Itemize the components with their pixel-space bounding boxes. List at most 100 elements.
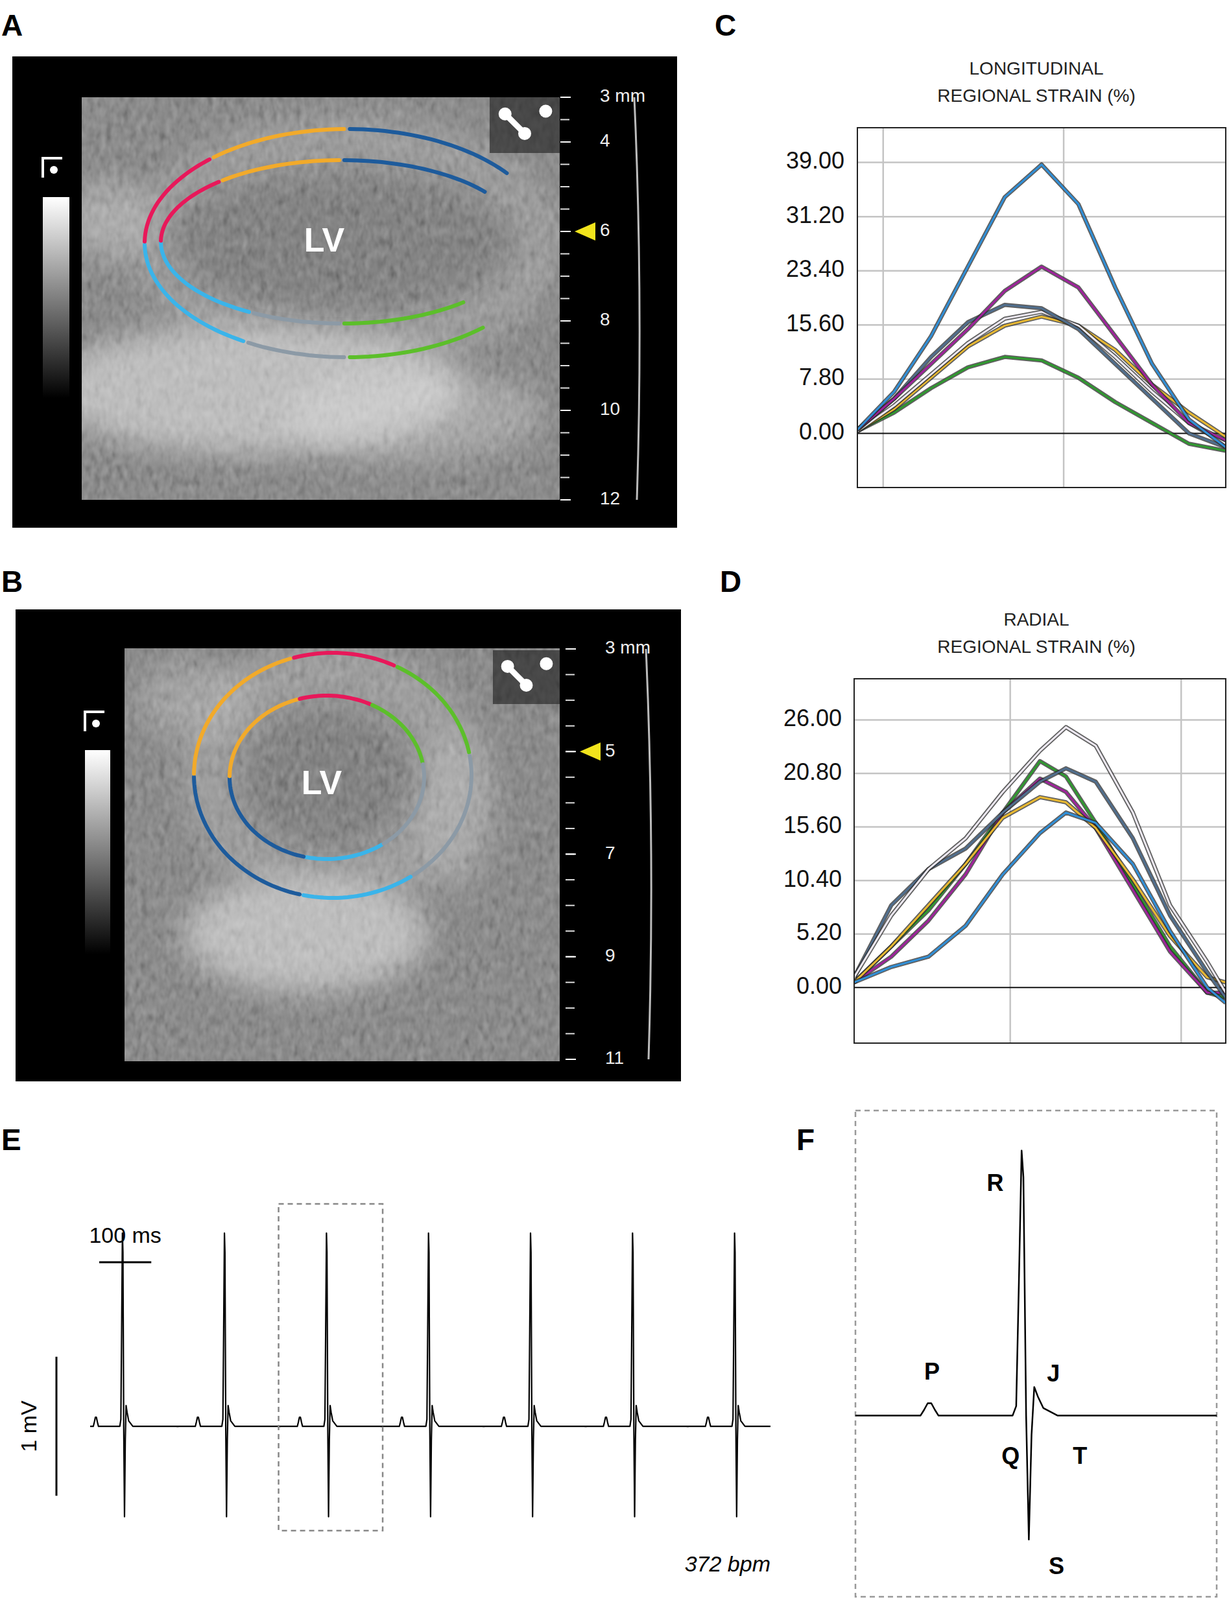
line-outline <box>857 304 1226 448</box>
depth-tick <box>565 905 575 907</box>
scale-bar <box>99 1262 152 1265</box>
probe-icon <box>498 107 512 121</box>
grid-line <box>1009 679 1012 1044</box>
zoom-box <box>278 1204 384 1532</box>
depth-tick <box>565 1033 575 1035</box>
depth-tick <box>565 828 575 830</box>
scale-label: 1 mV <box>16 1400 41 1453</box>
chart-title: REGIONAL STRAIN (%) <box>937 636 1135 657</box>
wall-segment <box>299 695 370 705</box>
ecg-beat <box>686 1233 771 1518</box>
depth-tick <box>565 802 575 804</box>
wall-segment <box>372 705 423 763</box>
probe-icon <box>520 679 534 693</box>
ecg-trace-panel: E 100 ms 1 mV 372 bpm <box>1 1123 791 1577</box>
grid-line <box>857 215 1226 218</box>
echo-background <box>124 648 560 1062</box>
depth-tick <box>560 320 571 322</box>
chamber-label: LV <box>301 763 343 802</box>
gray-scale-bar <box>42 197 70 399</box>
depth-label: 9 <box>605 945 616 966</box>
panel-letter: E <box>1 1123 22 1158</box>
gray-scale-icon <box>92 719 100 728</box>
tick-label: 23.40 <box>786 255 845 283</box>
grid-line <box>854 773 1226 776</box>
depth-tick <box>560 208 570 211</box>
tgc-curve <box>634 97 640 501</box>
echo-image <box>81 97 560 501</box>
depth-tick <box>560 499 571 501</box>
depth-tick <box>565 1059 576 1061</box>
depth-tick <box>565 879 575 881</box>
scale-label: 100 ms <box>88 1223 162 1248</box>
wave-label: S <box>1048 1553 1065 1580</box>
gray-scale-icon <box>42 158 63 178</box>
depth-tick <box>560 119 570 121</box>
depth-tick <box>565 981 575 984</box>
depth-tick <box>560 365 570 367</box>
gray-scale-bar <box>84 750 111 955</box>
depth-tick <box>560 253 570 255</box>
depth-label: 3 mm <box>605 637 651 658</box>
depth-label: 7 <box>605 843 616 864</box>
figure: ALV3 mm4681012BLV3 mm57911CLONGITUDINALR… <box>0 0 1229 1600</box>
ecg-zoom-panel: FPRQJTS <box>796 1110 1217 1598</box>
panel-letter: C <box>714 8 737 43</box>
wall-segment <box>383 764 425 844</box>
wave-label: Q <box>1001 1443 1020 1470</box>
strain-line <box>857 164 1226 448</box>
focus-marker <box>574 222 596 241</box>
tick-label: 0.00 <box>796 972 842 1000</box>
tick-label: 7.80 <box>799 363 845 391</box>
wave-label: R <box>987 1169 1004 1197</box>
tick-label: 31.20 <box>786 201 845 229</box>
depth-tick <box>560 409 571 412</box>
depth-tick <box>560 96 571 98</box>
probe-icon <box>518 127 532 141</box>
depth-label: 5 <box>605 740 616 761</box>
depth-tick <box>565 751 576 753</box>
chart-title: REGIONAL STRAIN (%) <box>937 85 1135 106</box>
depth-tick <box>560 275 570 277</box>
echo-image <box>124 648 560 1062</box>
trace-group <box>855 1151 1217 1541</box>
ecg-beat-zoom <box>855 1151 1217 1541</box>
tgc-curve <box>645 649 652 1060</box>
ecg-beat <box>278 1233 384 1518</box>
wall-segment <box>214 129 345 158</box>
tick-label: 15.60 <box>786 310 845 337</box>
wall-segment <box>144 159 210 242</box>
depth-tick <box>565 699 575 702</box>
heart-rate: 372 bpm <box>684 1551 771 1577</box>
depth-label: 10 <box>599 398 621 419</box>
gray-scale-icon <box>84 712 105 732</box>
depth-label: 8 <box>599 309 611 330</box>
plot-area <box>854 679 1226 1044</box>
depth-tick <box>560 186 570 188</box>
panel-letter: B <box>1 564 23 599</box>
depth-tick <box>565 930 575 932</box>
tick-label: 10.40 <box>783 865 842 893</box>
wave-label: T <box>1072 1443 1087 1470</box>
probe-icon <box>539 657 553 671</box>
tick-label: 5.20 <box>796 918 842 946</box>
grid-line <box>1180 679 1183 1044</box>
depth-tick <box>560 164 570 166</box>
wall-segment <box>349 327 483 358</box>
echo-frame <box>12 56 678 528</box>
wall-segment <box>193 777 300 895</box>
chart-title: LONGITUDINAL <box>969 58 1104 79</box>
strain-chart: DRADIALREGIONAL STRAIN (%)0.005.2010.401… <box>719 564 1226 1044</box>
wall-segment <box>293 653 394 666</box>
probe-icon-bg <box>492 650 560 705</box>
depth-label: 6 <box>599 219 611 240</box>
depth-tick <box>565 674 575 676</box>
line-outline <box>854 768 1226 999</box>
grid-line <box>854 719 1226 722</box>
depth-tick <box>565 1007 575 1010</box>
wall-segment <box>229 778 304 858</box>
depth-tick <box>560 432 570 434</box>
depth-tick <box>560 343 570 345</box>
depth-tick <box>560 230 571 233</box>
depth-tick <box>560 387 570 390</box>
